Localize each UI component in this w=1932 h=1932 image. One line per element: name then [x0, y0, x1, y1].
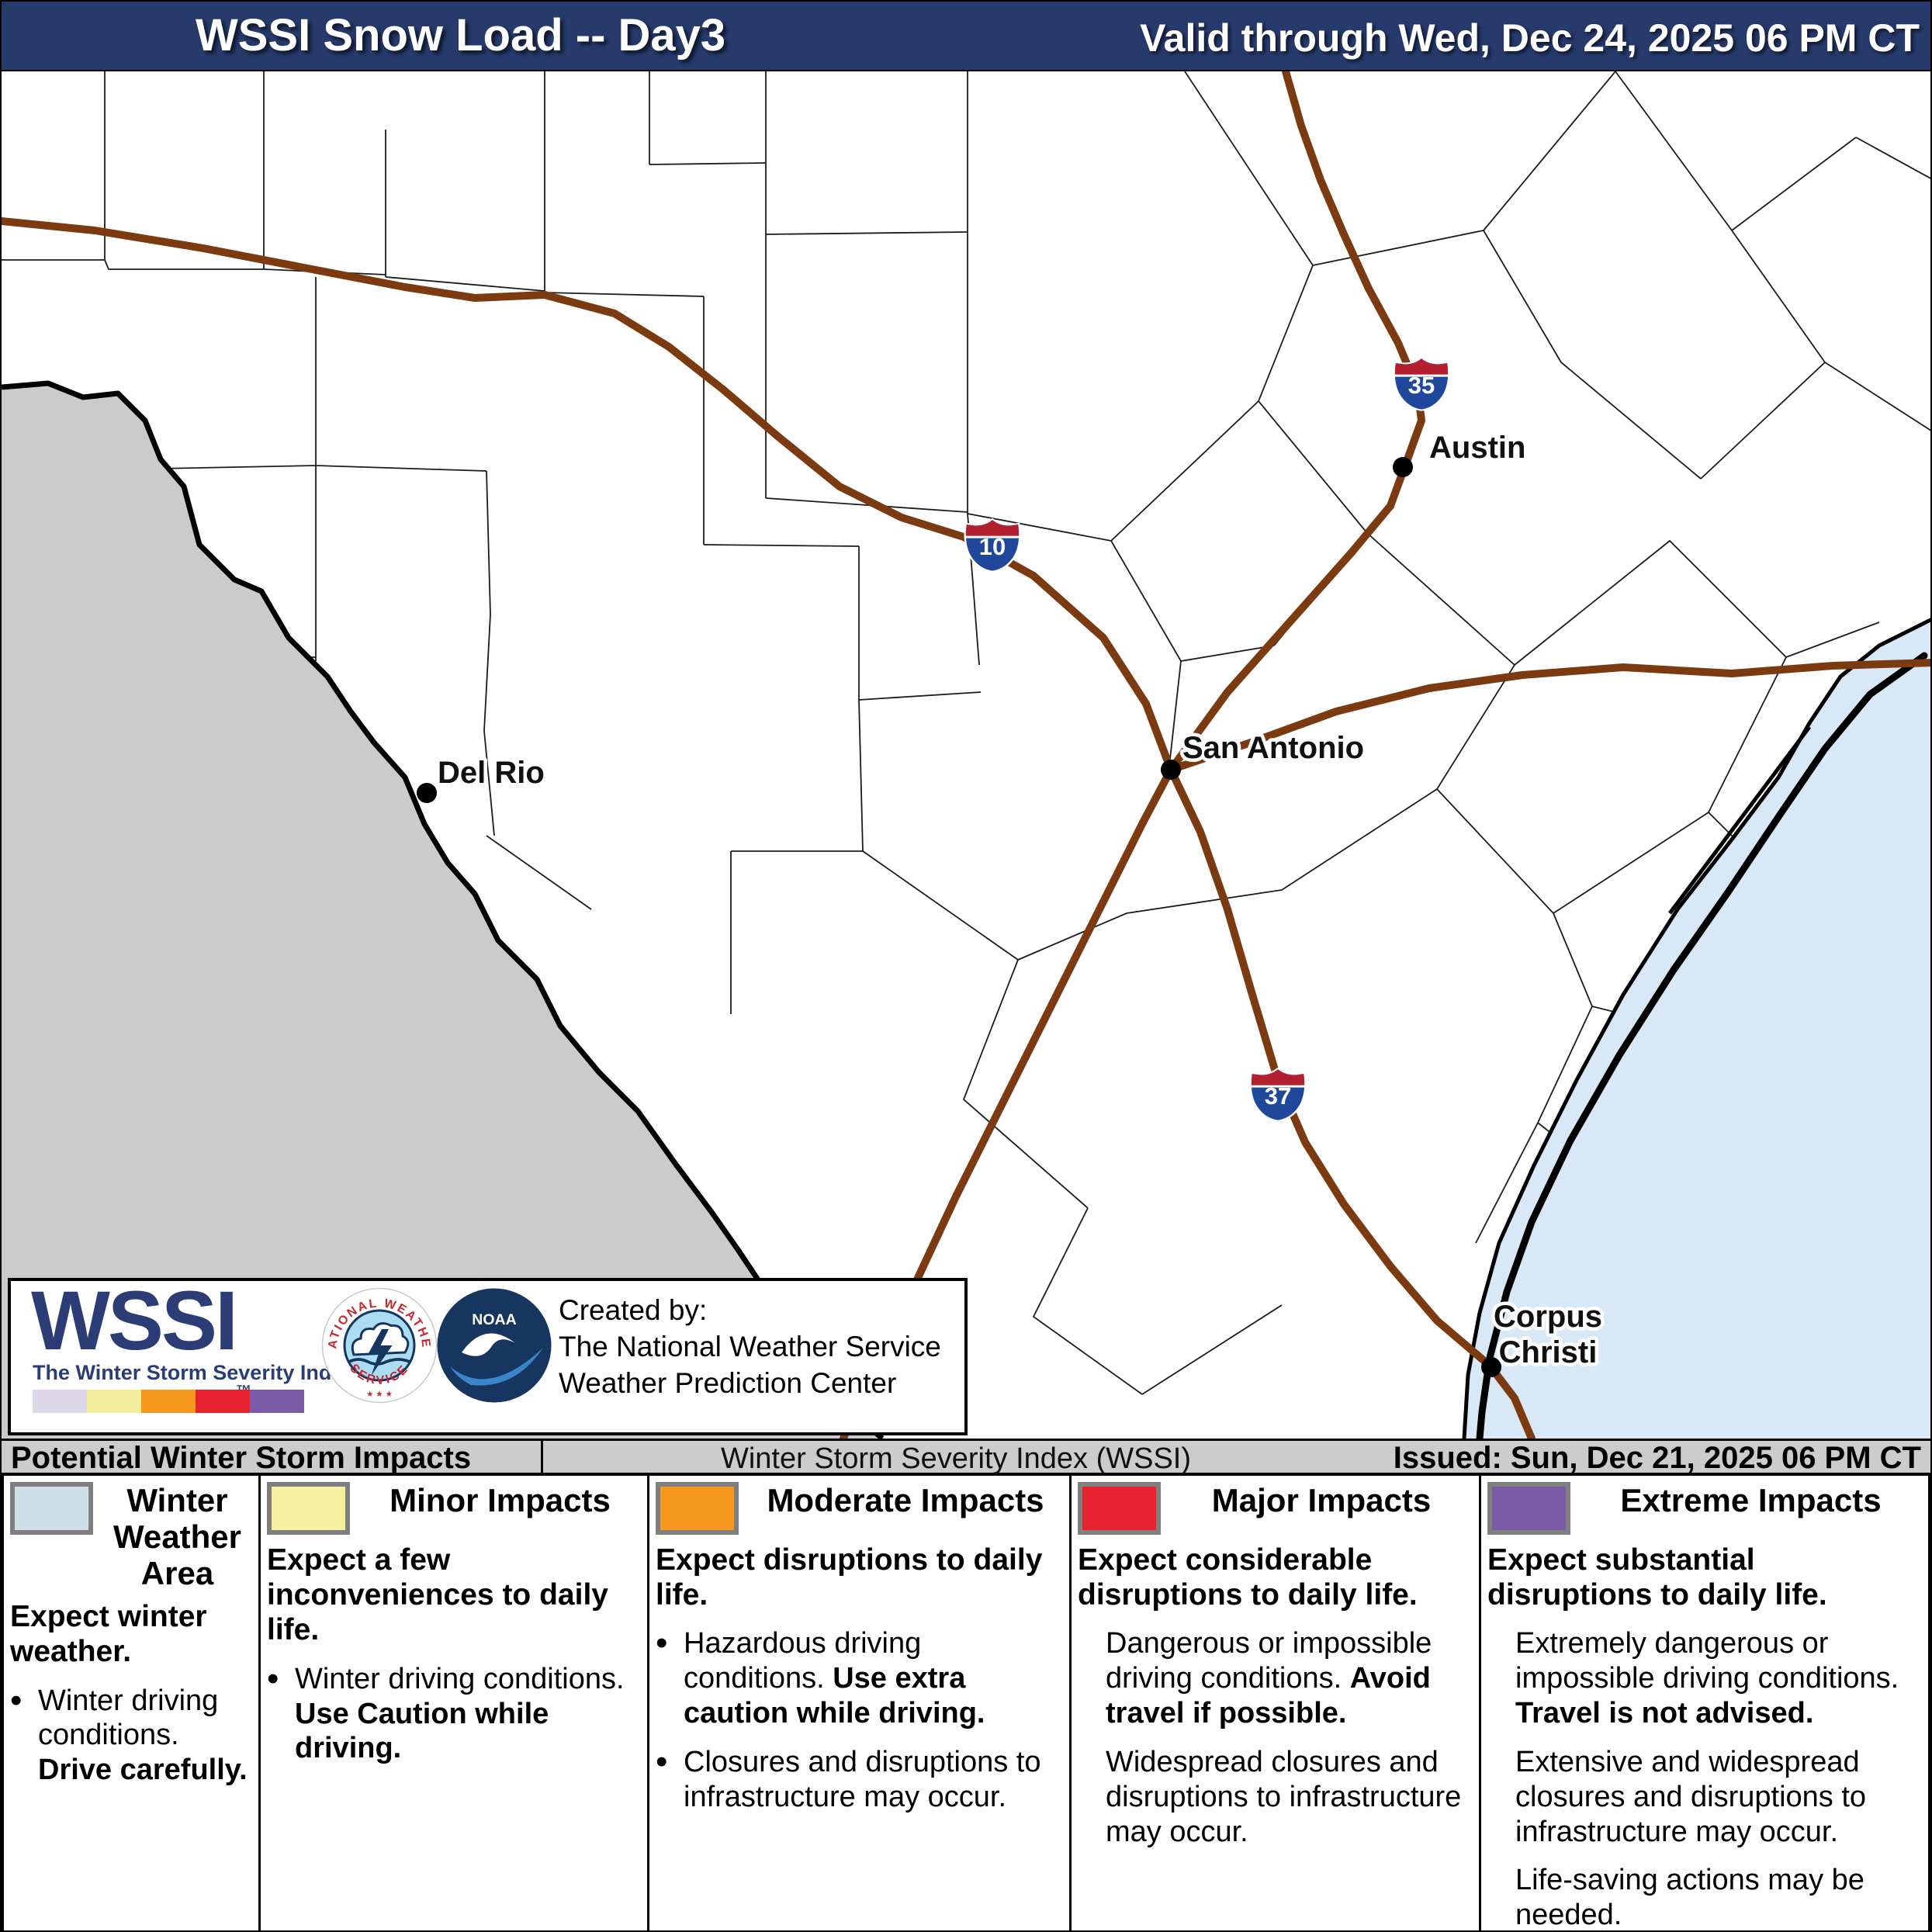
mexico-region	[2, 383, 882, 1439]
legend-item: Winter driving conditions. Use Caution w…	[267, 1659, 641, 1766]
valid-through-label: Valid through Wed, Dec 24, 2025 06 PM CT	[1140, 16, 1920, 60]
interstate-10-number: 10	[979, 533, 1006, 560]
legend-title: Major Impacts	[1211, 1482, 1432, 1518]
credit-box: WSSI™ The Winter Storm Severity Index NA…	[8, 1273, 968, 1435]
city-del-rio: Del Rio	[417, 753, 548, 803]
legend-lead: Expect substantial disruptions to daily …	[1487, 1543, 1827, 1612]
wssi-colorbar-cell	[141, 1390, 196, 1413]
legend-title: Moderate Impacts	[767, 1482, 1044, 1518]
legend-lead: Expect disruptions to daily life.	[656, 1543, 1043, 1612]
legend-item: Widespread closures and disruptions to i…	[1106, 1745, 1462, 1848]
issued-label: Issued: Sun, Dec 21, 2025 06 PM CT	[1393, 1441, 1921, 1475]
winter-weather-swatch	[10, 1482, 93, 1535]
city-san-antonio: San Antonio	[1161, 728, 1368, 780]
legend-header: Winter Weather Area	[10, 1482, 252, 1591]
city-label: San Antonio	[1182, 731, 1364, 765]
legend-items: Winter driving conditions. Drive careful…	[10, 1681, 252, 1788]
city-austin: Austin	[1393, 428, 1529, 477]
legend-item: Closures and disruptions to infrastructu…	[656, 1742, 1063, 1815]
legend-col-minor: Minor Impacts Expect a few inconvenience…	[261, 1476, 649, 1930]
nws-logo: NATIONAL WEATHER SERVICE ★ ★ ★	[321, 1287, 438, 1404]
noaa-label: NOAA	[472, 1311, 516, 1328]
city-and-shield-markers: 35 10 37 Austin San Antonio Del Rio CorpusChri…	[417, 355, 1606, 1377]
created-by-block: Created by: The National Weather Service…	[559, 1292, 941, 1401]
city-dot	[1161, 760, 1181, 780]
interstate-35-north	[1167, 71, 1425, 774]
legend-item: Extensive and widespread closures and di…	[1515, 1745, 1867, 1848]
wssi-severity-colorbar	[33, 1390, 304, 1413]
page-title: WSSI Snow Load -- Day3	[196, 10, 726, 61]
coastline	[1462, 618, 1930, 1439]
noaa-logo: NOAA	[437, 1288, 552, 1403]
legend-col-winter-weather: Winter Weather Area Expect winter weathe…	[4, 1476, 261, 1930]
interstate-10-east	[1167, 659, 1930, 774]
legend-header: Moderate Impacts	[656, 1482, 1063, 1535]
legend-title: Minor Impacts	[390, 1482, 611, 1518]
impact-bar-subtitle: Winter Storm Severity Index (WSSI)	[720, 1442, 1192, 1475]
title-bar: WSSI Snow Load -- Day3 Valid through Wed…	[2, 2, 1930, 71]
legend-item: Life-saving actions may be needed.	[1515, 1864, 1864, 1932]
extreme-impacts-swatch	[1487, 1482, 1570, 1535]
legend-item: Extremely dangerous or impossible drivin…	[1515, 1627, 1899, 1730]
city-label: Del Rio	[438, 756, 545, 790]
city-label: Austin	[1429, 431, 1525, 465]
legend-items: Winter driving conditions. Use Caution w…	[267, 1659, 641, 1766]
legend-items: Dangerous or impossible driving conditio…	[1078, 1626, 1473, 1849]
impact-legend: Winter Weather Area Expect winter weathe…	[2, 1476, 1930, 1930]
city-label: Corpus	[1494, 1300, 1602, 1334]
impact-bar-title: Potential Winter Storm Impacts	[11, 1441, 472, 1475]
impact-title-bar: Potential Winter Storm Impacts Winter St…	[2, 1439, 1930, 1476]
wssi-tagline: The Winter Storm Severity Index	[33, 1361, 355, 1384]
legend-items: Extremely dangerous or impossible drivin…	[1487, 1626, 1922, 1932]
city-label: Christi	[1499, 1335, 1598, 1369]
interstate-37-number: 37	[1265, 1082, 1291, 1110]
legend-lead: Expect winter weather.	[10, 1600, 207, 1669]
interstate-10-west	[2, 217, 1175, 774]
impact-bar-divider	[541, 1441, 543, 1473]
legend-title: Extreme Impacts	[1620, 1482, 1882, 1518]
legend-header: Extreme Impacts	[1487, 1482, 1922, 1535]
created-by-label: Created by:	[559, 1294, 708, 1326]
rio-grande-border	[2, 380, 885, 1439]
wssi-colorbar-cell	[196, 1390, 250, 1413]
legend-header: Minor Impacts	[267, 1482, 641, 1535]
legend-items: Hazardous driving conditions. Use extra …	[656, 1623, 1063, 1815]
legend-lead: Expect considerable disruptions to daily…	[1078, 1543, 1418, 1612]
interstate-35-number: 35	[1408, 372, 1435, 399]
moderate-impacts-swatch	[656, 1482, 739, 1535]
org-line1: The National Weather Service	[559, 1331, 941, 1362]
legend-item: Dangerous or impossible driving conditio…	[1106, 1627, 1432, 1730]
texas-wssi-map: 35 10 37 Austin San Antonio Del Rio CorpusChri…	[2, 71, 1930, 1439]
gulf-water	[1464, 620, 1930, 1439]
legend-item: Winter driving conditions. Drive careful…	[10, 1681, 252, 1788]
wssi-colorbar-cell	[250, 1390, 304, 1413]
nws-stars: ★ ★ ★	[366, 1390, 393, 1399]
major-impacts-swatch	[1078, 1482, 1161, 1535]
wssi-colorbar-cell	[33, 1390, 87, 1413]
wssi-colorbar-cell	[87, 1390, 141, 1413]
org-line2: Weather Prediction Center	[559, 1367, 897, 1399]
bay-shoreline	[1668, 725, 1811, 915]
legend-col-extreme: Extreme Impacts Expect substantial disru…	[1481, 1476, 1928, 1930]
legend-title: Winter Weather Area	[113, 1482, 241, 1592]
minor-impacts-swatch	[267, 1482, 350, 1535]
city-dot	[1481, 1357, 1501, 1377]
legend-col-moderate: Moderate Impacts Expect disruptions to d…	[649, 1476, 1072, 1930]
legend-lead: Expect a few inconveniences to daily lif…	[267, 1543, 608, 1647]
city-dot	[1393, 457, 1413, 477]
legend-item: Hazardous driving conditions. Use extra …	[656, 1623, 1063, 1730]
legend-header: Major Impacts	[1078, 1482, 1473, 1535]
legend-col-major: Major Impacts Expect considerable disrup…	[1072, 1476, 1481, 1930]
city-dot	[417, 783, 437, 803]
